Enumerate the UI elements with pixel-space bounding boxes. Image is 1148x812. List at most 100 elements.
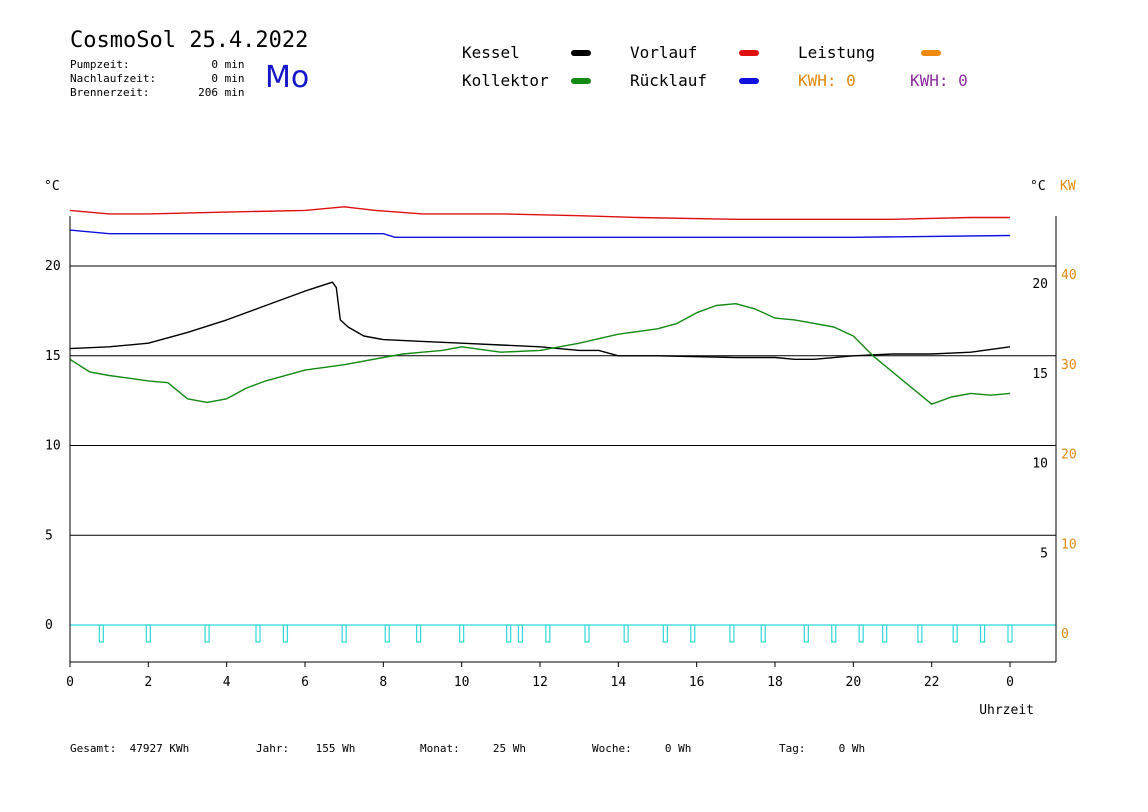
right-tick-20: 20 xyxy=(1032,277,1048,292)
left-tick-5: 5 xyxy=(45,528,53,543)
kwh-total-b: KWH: 0 xyxy=(910,71,968,90)
x-axis-label: Uhrzeit xyxy=(979,703,1034,718)
pump-pulse-21 xyxy=(882,624,888,643)
pump-pulse-9 xyxy=(506,624,512,643)
pump-pulse-0 xyxy=(98,624,104,643)
legend-leistung-label: Leistung xyxy=(798,43,876,62)
pump-pulse-5 xyxy=(341,624,347,643)
footer-day-value: 0 Wh xyxy=(838,742,866,755)
pump-time-label: Pumpzeit: xyxy=(70,58,130,71)
afterrun-time-label: Nachlaufzeit: xyxy=(70,72,157,85)
legend-kollektor-label: Kollektor xyxy=(462,71,549,90)
chart-axes xyxy=(69,216,1057,667)
x-tick-11: 22 xyxy=(924,675,940,690)
legend-vorlauf-swatch xyxy=(739,50,759,56)
series-line-3 xyxy=(69,229,1011,239)
pump-time-unit: min xyxy=(224,58,245,71)
pump-pulse-23 xyxy=(952,624,958,643)
kw-tick-30: 30 xyxy=(1061,358,1077,373)
right-tick-15: 15 xyxy=(1032,367,1048,382)
legend-ruecklauf-swatch xyxy=(739,78,759,84)
pump-pulse-16 xyxy=(729,624,735,643)
chart-lines xyxy=(69,206,1011,405)
footer-month-label: Monat: xyxy=(420,742,460,755)
chart-labels: °C °C KW 0 5 10 15 20 5 10 15 20 0 10 20 30 40 0 2 4 6 8 10 12 1… xyxy=(44,179,1077,718)
pump-pulse-15 xyxy=(690,624,696,643)
kwh-total-a: KWH: 0 xyxy=(798,71,856,90)
x-tick-10: 20 xyxy=(846,675,862,690)
footer-total: Gesamt: 47927 KWh xyxy=(70,742,189,755)
footer-day: Tag: 0 Wh xyxy=(779,742,865,755)
footer-total-label: Gesamt: xyxy=(70,742,117,755)
pump-pulse-24 xyxy=(979,624,986,643)
pump-pulse-1 xyxy=(145,624,151,643)
pump-time-value: 0 xyxy=(211,58,218,71)
x-tick-2: 4 xyxy=(223,675,231,690)
x-tick-0: 0 xyxy=(66,675,74,690)
pump-pulse-12 xyxy=(584,624,590,643)
pump-pulse-20 xyxy=(858,624,864,643)
x-tick-1: 2 xyxy=(144,675,152,690)
pump-pulse-17 xyxy=(760,624,766,643)
pump-pulse-2 xyxy=(204,624,210,643)
footer-total-value: 47927 KWh xyxy=(129,742,190,755)
right-axis-unit: °C xyxy=(1030,179,1046,194)
page-title: CosmoSol 25.4.2022 xyxy=(70,28,309,53)
pump-pulse-11 xyxy=(545,624,551,643)
burner-time-label: Brennerzeit: xyxy=(70,86,150,99)
right-tick-5: 5 xyxy=(1040,546,1048,561)
legend-vorlauf-label: Vorlauf xyxy=(630,43,698,62)
kw-tick-10: 10 xyxy=(1061,537,1077,552)
kw-tick-20: 20 xyxy=(1061,448,1077,463)
pump-pulse-8 xyxy=(459,624,465,643)
pump-pulse-25 xyxy=(1007,624,1013,643)
footer-week-label: Woche: xyxy=(592,742,632,755)
x-tick-6: 12 xyxy=(532,675,548,690)
x-tick-7: 14 xyxy=(611,675,627,690)
footer-week: Woche: 0 Wh xyxy=(592,742,691,755)
legend-ruecklauf-label: Rücklauf xyxy=(630,71,708,90)
kw-tick-0: 0 xyxy=(1061,627,1069,642)
right-tick-10: 10 xyxy=(1032,457,1048,472)
burner-time-stat: Brennerzeit: 206 min xyxy=(70,86,245,99)
x-tick-5: 10 xyxy=(454,675,470,690)
pump-pulse-7 xyxy=(415,624,422,643)
kw-tick-40: 40 xyxy=(1061,268,1077,283)
afterrun-time-unit: min xyxy=(224,72,245,85)
pump-pulse-10 xyxy=(517,624,524,643)
pump-pulse-18 xyxy=(803,624,809,643)
x-tick-9: 18 xyxy=(767,675,783,690)
pump-pulse-14 xyxy=(662,624,668,643)
left-tick-10: 10 xyxy=(45,439,61,454)
left-tick-15: 15 xyxy=(45,349,61,364)
footer-year-label: Jahr: xyxy=(256,742,290,755)
footer-week-value: 0 Wh xyxy=(664,742,692,755)
pump-time-stat: Pumpzeit: 0 min xyxy=(70,58,245,71)
series-line-1 xyxy=(69,303,1011,405)
pump-pulses xyxy=(70,624,1056,643)
footer-day-label: Tag: xyxy=(779,742,806,755)
pump-pulse-6 xyxy=(384,624,390,643)
x-tick-12: 0 xyxy=(1006,675,1014,690)
pump-pulse-22 xyxy=(917,624,923,643)
left-tick-0: 0 xyxy=(45,618,53,633)
afterrun-time-stat: Nachlaufzeit: 0 min xyxy=(70,72,245,85)
left-axis-unit: °C xyxy=(44,179,60,194)
afterrun-time-value: 0 xyxy=(211,72,218,85)
footer-month: Monat: 25 Wh xyxy=(420,742,526,755)
footer-year-value: 155 Wh xyxy=(315,742,356,755)
legend-kessel-label: Kessel xyxy=(462,43,520,62)
chart-grid xyxy=(70,265,1056,536)
right-axis2-unit: KW xyxy=(1060,179,1076,194)
pump-pulse-19 xyxy=(831,624,837,643)
x-tick-3: 6 xyxy=(301,675,309,690)
weekday-label: Mo xyxy=(265,60,310,95)
legend-kollektor-swatch xyxy=(571,78,591,84)
pump-pulse-3 xyxy=(255,624,261,643)
x-tick-8: 16 xyxy=(689,675,705,690)
legend-kessel-swatch xyxy=(571,50,591,56)
burner-time-unit: min xyxy=(224,86,245,99)
left-tick-20: 20 xyxy=(45,259,61,274)
pump-pulse-4 xyxy=(282,624,289,643)
